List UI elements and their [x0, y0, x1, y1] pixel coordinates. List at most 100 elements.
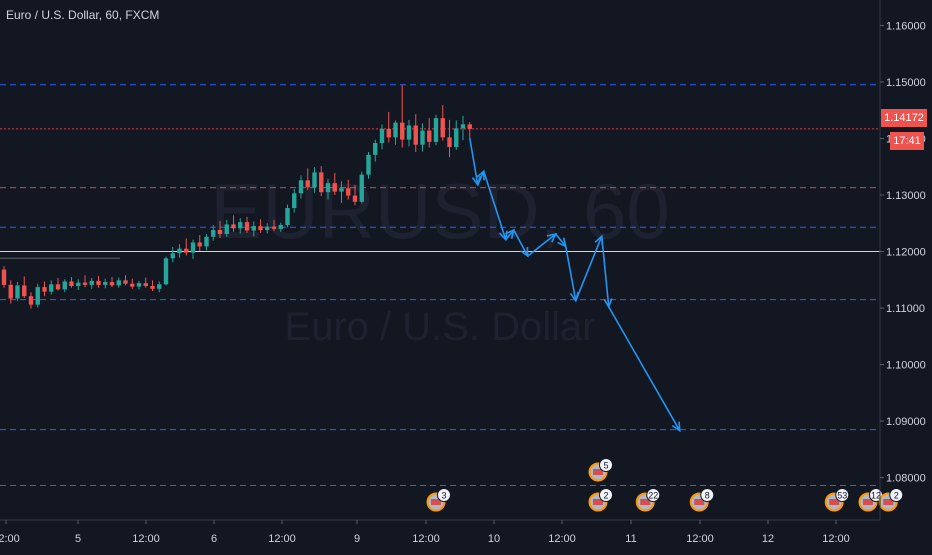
candle-body	[285, 208, 289, 225]
event-count: 53	[837, 491, 847, 501]
candle-body	[434, 118, 438, 142]
candle-body	[366, 155, 370, 175]
candle-body	[252, 226, 256, 231]
candle-body	[63, 281, 67, 289]
event-count: 8	[705, 491, 710, 501]
price-tick-label: 1.09000	[886, 416, 926, 428]
candle-body	[414, 125, 418, 144]
candle-body	[110, 282, 114, 285]
candle-body	[42, 287, 46, 292]
candle-body	[360, 175, 364, 202]
time-tick-label: 12:00	[268, 533, 296, 545]
candle-body	[339, 188, 343, 191]
candle-body	[150, 286, 154, 289]
candle-body	[258, 226, 262, 230]
candle-body	[326, 183, 330, 192]
price-tick-label: 1.11000	[886, 303, 925, 315]
candle-body	[15, 285, 19, 298]
candle-body	[144, 283, 148, 286]
candle-body	[238, 222, 242, 228]
candle-body	[36, 287, 40, 305]
candle-body	[164, 258, 168, 284]
candle-body	[117, 280, 121, 285]
candle-body	[22, 285, 26, 296]
time-tick-label: 12:00	[548, 533, 576, 545]
candle-body	[76, 283, 80, 286]
candle-body	[56, 284, 60, 289]
candle-body	[204, 237, 208, 247]
time-tick-label: 12	[762, 533, 774, 545]
event-count: 2	[603, 491, 608, 501]
time-tick-label: 12:00	[0, 533, 20, 545]
candle-body	[447, 137, 451, 147]
candle-body	[157, 284, 161, 289]
countdown-badge: 17:41	[890, 132, 924, 150]
time-tick-label: 9	[354, 533, 360, 545]
candle-body	[279, 225, 283, 229]
symbol-title: Euro / U.S. Dollar, 60, FXCM	[6, 8, 159, 22]
price-tick-label: 1.08000	[886, 473, 926, 485]
event-count: 22	[648, 491, 658, 501]
candle-body	[130, 284, 134, 287]
time-tick-label: 12:00	[686, 533, 714, 545]
candle-body	[319, 172, 323, 192]
candle-body	[441, 118, 445, 137]
candle-body	[198, 242, 202, 246]
time-tick-label: 5	[75, 533, 81, 545]
candle-body	[427, 131, 431, 142]
time-tick-label: 11	[625, 533, 636, 545]
event-markers: 352228531229226	[428, 459, 932, 511]
event-count: 3	[441, 491, 446, 501]
candle-body	[211, 230, 215, 237]
time-tick-label: 10	[488, 533, 500, 545]
candle-body	[83, 283, 87, 285]
candle-body	[29, 296, 33, 304]
event-count: 5	[603, 461, 608, 471]
candle-body	[461, 124, 465, 128]
price-tick-label: 1.15000	[886, 77, 926, 89]
time-tick-label: 12:00	[822, 533, 850, 545]
candle-body	[177, 249, 181, 254]
candle-body	[400, 123, 404, 140]
candle-body	[137, 283, 141, 286]
candle-body	[333, 183, 337, 191]
candle-body	[407, 125, 411, 139]
candle-body	[245, 222, 249, 230]
price-tick-label: 1.10000	[886, 360, 926, 372]
watermark-name: Euro / U.S. Dollar	[284, 305, 595, 349]
price-tick-label: 1.13000	[886, 190, 926, 202]
time-tick-label: 12:00	[412, 533, 440, 545]
candle-body	[312, 172, 316, 187]
candle-body	[171, 253, 175, 258]
candle-body	[218, 230, 222, 234]
candle-body	[299, 180, 303, 193]
time-axis: 12:00512:00612:00912:001012:001112:00121…	[0, 520, 850, 545]
candle-body	[231, 224, 235, 228]
price-tick-label: 1.12000	[886, 247, 926, 259]
candle-body	[49, 284, 53, 291]
candle-body	[387, 129, 391, 137]
candle-body	[2, 270, 6, 285]
candle-body	[191, 242, 195, 252]
candle-body	[306, 180, 310, 187]
watermark-symbol: EURUSD, 60	[210, 167, 669, 255]
event-count: 2	[894, 491, 899, 501]
candle-body	[468, 124, 472, 129]
candle-body	[373, 143, 377, 155]
price-tick-label: 1.16000	[886, 20, 926, 32]
candle-body	[184, 249, 188, 253]
candle-body	[380, 129, 384, 143]
candle-body	[420, 131, 424, 145]
time-tick-label: 6	[211, 533, 217, 545]
candle-body	[265, 227, 269, 230]
candle-body	[69, 281, 73, 286]
candle-body	[393, 123, 397, 138]
candle-body	[96, 281, 100, 285]
candle-body	[103, 282, 107, 285]
candle-body	[225, 224, 229, 234]
candle-body	[123, 280, 127, 283]
candle-body	[353, 196, 357, 202]
candle-body	[346, 188, 350, 195]
